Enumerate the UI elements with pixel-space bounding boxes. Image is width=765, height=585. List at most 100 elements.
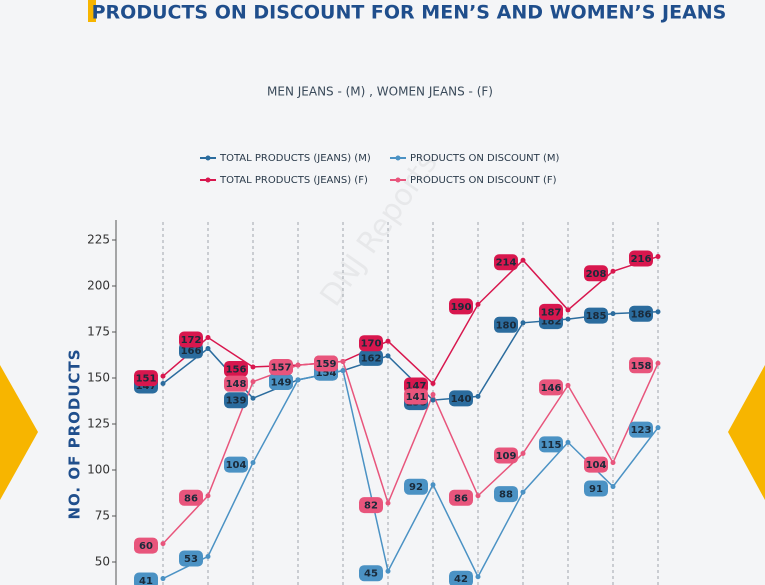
data-label: 86 [184, 493, 198, 504]
data-label: 170 [361, 339, 382, 350]
data-label-badge [494, 486, 518, 503]
data-label-badge [584, 456, 608, 473]
data-label-badge [449, 489, 473, 506]
y-tick-label: 200 [87, 279, 110, 293]
data-label-badge [134, 370, 158, 387]
data-label: 139 [226, 396, 247, 407]
decoration [0, 365, 38, 500]
legend-label: TOTAL PRODUCTS (JEANS) (F) [219, 175, 368, 186]
data-label-badge [404, 478, 428, 495]
point [340, 368, 346, 374]
data-label-badge [449, 570, 473, 585]
point [385, 568, 391, 574]
point [385, 353, 391, 359]
point [205, 553, 211, 559]
data-label: 91 [589, 484, 603, 495]
legend-label: PRODUCTS ON DISCOUNT (M) [410, 153, 559, 164]
point [430, 381, 436, 387]
point [295, 377, 301, 383]
data-label: 147 [136, 381, 157, 392]
data-label: 182 [541, 317, 562, 328]
point [250, 460, 256, 466]
data-label-badge [584, 480, 608, 497]
data-label-badge [224, 392, 248, 409]
point [160, 541, 166, 547]
data-label-badge [584, 307, 608, 324]
data-label-badge [494, 254, 518, 271]
data-label: 159 [316, 359, 337, 370]
data-label: 186 [631, 309, 652, 320]
point [160, 576, 166, 582]
legend-label: TOTAL PRODUCTS (JEANS) (M) [219, 153, 371, 164]
data-label: 41 [139, 576, 153, 585]
data-label: 166 [181, 346, 202, 357]
data-label-badge [224, 360, 248, 377]
point [475, 574, 481, 580]
data-label-badge [539, 379, 563, 396]
data-label: 92 [409, 482, 423, 493]
title-accent [88, 0, 96, 22]
data-label: 147 [406, 381, 427, 392]
data-label-badge [179, 489, 203, 506]
point [610, 484, 616, 490]
watermark: DNJ Reports [314, 146, 445, 313]
point [340, 358, 346, 364]
data-label-badge [629, 421, 653, 438]
point [205, 493, 211, 499]
point [655, 254, 661, 260]
data-label-badge [359, 497, 383, 514]
point [295, 362, 301, 368]
data-label-badge [359, 565, 383, 582]
decoration [728, 365, 765, 500]
data-label-badge [629, 357, 653, 374]
data-label: 109 [496, 451, 517, 462]
data-label-badge [359, 349, 383, 366]
data-label: 88 [499, 490, 513, 501]
point [565, 307, 571, 313]
data-label: 214 [496, 258, 517, 269]
y-tick-label: 225 [87, 233, 110, 247]
point [655, 425, 661, 431]
point [655, 309, 661, 315]
series-line [162, 369, 659, 580]
data-label-badge [584, 265, 608, 282]
data-label-badge [629, 250, 653, 267]
data-label: 185 [586, 311, 607, 322]
point [520, 489, 526, 495]
point [475, 493, 481, 499]
point [610, 268, 616, 274]
data-label-badge [494, 447, 518, 464]
legend-label: PRODUCTS ON DISCOUNT (F) [410, 175, 557, 186]
data-label: 216 [631, 254, 652, 265]
data-label: 157 [271, 363, 292, 374]
y-tick-label: 125 [87, 417, 110, 431]
point [610, 460, 616, 466]
data-label: 208 [586, 269, 607, 280]
data-label: 45 [364, 569, 378, 580]
data-label-badge [224, 375, 248, 392]
point [205, 346, 211, 352]
data-label: 172 [181, 335, 202, 346]
data-label-badge [269, 359, 293, 376]
data-label-badge [269, 373, 293, 390]
point [205, 335, 211, 341]
data-label: 190 [451, 302, 472, 313]
data-label: 86 [454, 493, 468, 504]
data-label-badge [224, 456, 248, 473]
point [565, 316, 571, 322]
point [250, 364, 256, 370]
data-label-badge [494, 316, 518, 333]
point [430, 397, 436, 403]
data-label: 141 [406, 392, 427, 403]
data-label-badge [539, 303, 563, 320]
data-label: 60 [139, 541, 153, 552]
y-tick-label: 75 [95, 509, 110, 523]
point [475, 301, 481, 307]
data-label: 53 [184, 554, 198, 565]
point [160, 373, 166, 379]
data-label-badge [449, 298, 473, 315]
point [250, 379, 256, 385]
data-label: 187 [541, 307, 562, 318]
data-label-badge [404, 388, 428, 405]
legend-marker [395, 155, 401, 161]
